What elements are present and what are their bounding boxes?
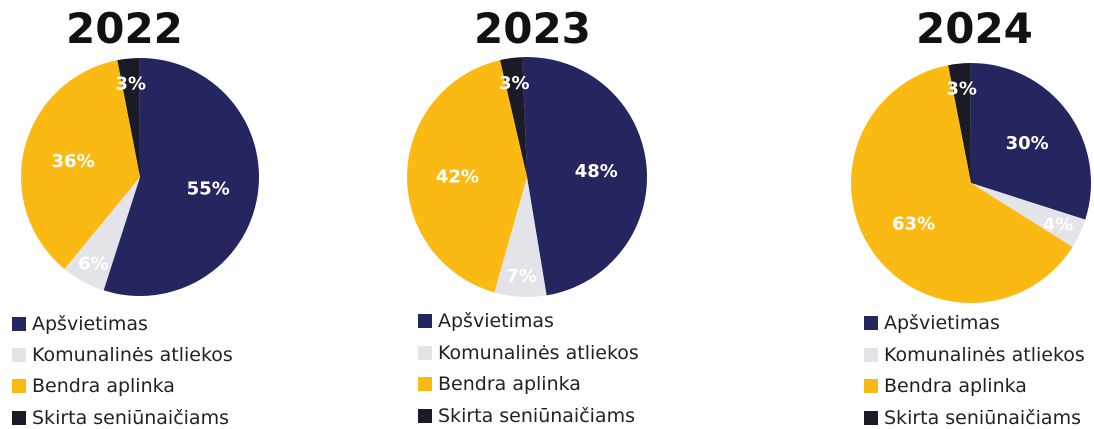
legend-swatch bbox=[864, 348, 878, 362]
legend-swatch bbox=[418, 409, 432, 423]
legend-item-komunalines-atliekos: Komunalinės atliekos bbox=[864, 344, 1085, 366]
legend-item-skirta-seniunaiciams: Skirta seniūnaičiams bbox=[12, 407, 229, 429]
data-label-apsvietimas: 55% bbox=[187, 179, 230, 200]
pie-slice-apsvietimas bbox=[522, 56, 648, 296]
legend-label: Bendra aplinka bbox=[438, 373, 581, 395]
data-label-bendra-aplinka: 63% bbox=[892, 213, 935, 234]
pie-slice-skirta-seniunaiciams bbox=[500, 57, 527, 177]
legend-swatch bbox=[12, 411, 26, 425]
data-label-apsvietimas: 30% bbox=[1006, 133, 1049, 154]
pie-slice-skirta-seniunaiciams bbox=[117, 58, 140, 177]
pie-slice-apsvietimas bbox=[970, 63, 1091, 220]
legend-item-apsvietimas: Apšvietimas bbox=[418, 310, 554, 332]
data-label-skirta-seniunaiciams: 3% bbox=[115, 73, 146, 94]
pie-slice-komunalines-atliekos bbox=[64, 177, 140, 291]
legend-item-komunalines-atliekos: Komunalinės atliekos bbox=[418, 342, 639, 364]
chart-title: 2024 bbox=[916, 4, 1033, 53]
legend-label: Komunalinės atliekos bbox=[438, 342, 639, 364]
legend-label: Komunalinės atliekos bbox=[884, 344, 1085, 366]
legend-swatch bbox=[12, 348, 26, 362]
legend-label: Skirta seniūnaičiams bbox=[884, 407, 1081, 429]
data-label-komunalines-atliekos: 4% bbox=[1043, 215, 1074, 236]
data-label-skirta-seniunaiciams: 3% bbox=[499, 73, 530, 94]
legend-item-skirta-seniunaiciams: Skirta seniūnaičiams bbox=[864, 407, 1081, 429]
pie-slice-bendra-aplinka bbox=[851, 65, 1073, 303]
legend-item-skirta-seniunaiciams: Skirta seniūnaičiams bbox=[418, 405, 635, 427]
pie-chart: 3% 30% 4% 63% bbox=[851, 63, 1091, 303]
data-label-skirta-seniunaiciams: 3% bbox=[946, 78, 977, 99]
legend-item-bendra-aplinka: Bendra aplinka bbox=[864, 375, 1027, 397]
data-label-komunalines-atliekos: 6% bbox=[78, 254, 109, 275]
data-label-bendra-aplinka: 42% bbox=[436, 166, 479, 187]
data-label-komunalines-atliekos: 7% bbox=[506, 266, 537, 287]
legend-item-komunalines-atliekos: Komunalinės atliekos bbox=[12, 344, 233, 366]
pie-slice-apsvietimas bbox=[103, 58, 260, 296]
pie-slice-bendra-aplinka bbox=[20, 60, 140, 269]
legend-label: Apšvietimas bbox=[884, 312, 1000, 334]
legend-item-apsvietimas: Apšvietimas bbox=[12, 313, 148, 335]
legend-swatch bbox=[418, 314, 432, 328]
pie-slice-komunalines-atliekos bbox=[971, 183, 1086, 247]
pie-slice-bendra-aplinka bbox=[407, 60, 527, 293]
chart-2022: 2022 3% 55% 6% 36% Apšvietimas Komunalinės … bbox=[0, 0, 300, 429]
data-label-apsvietimas: 48% bbox=[575, 161, 618, 182]
legend-label: Bendra aplinka bbox=[884, 375, 1027, 397]
legend-swatch bbox=[12, 379, 26, 393]
legend-item-bendra-aplinka: Bendra aplinka bbox=[418, 373, 581, 395]
legend-swatch bbox=[418, 346, 432, 360]
pie-chart: 3% 48% 7% 42% bbox=[407, 56, 648, 297]
pie-slice-skirta-seniunaiciams bbox=[948, 63, 971, 183]
data-label-bendra-aplinka: 36% bbox=[52, 151, 95, 172]
legend-swatch bbox=[12, 317, 26, 331]
chart-2023: 2023 3% 48% 7% 42% Apšvietimas Komunalinės … bbox=[380, 0, 680, 427]
legend-label: Skirta seniūnaičiams bbox=[438, 405, 635, 427]
pie-chart: 3% 55% 6% 36% bbox=[20, 58, 260, 296]
legend-swatch bbox=[864, 316, 878, 330]
chart-title: 2023 bbox=[474, 4, 591, 53]
legend-item-apsvietimas: Apšvietimas bbox=[864, 312, 1000, 334]
legend-swatch bbox=[864, 379, 878, 393]
legend-swatch bbox=[864, 411, 878, 425]
legend-label: Apšvietimas bbox=[438, 310, 554, 332]
chart-title: 2022 bbox=[66, 4, 183, 53]
legend-label: Bendra aplinka bbox=[32, 375, 175, 397]
chart-2024: 2024 3% 30% 4% 63% Apšvietimas Komunalinės … bbox=[830, 0, 1094, 429]
legend-label: Apšvietimas bbox=[32, 313, 148, 335]
legend-label: Skirta seniūnaičiams bbox=[32, 407, 229, 429]
legend-item-bendra-aplinka: Bendra aplinka bbox=[12, 375, 175, 397]
legend-label: Komunalinės atliekos bbox=[32, 344, 233, 366]
pie-slice-komunalines-atliekos bbox=[494, 177, 547, 297]
legend-swatch bbox=[418, 377, 432, 391]
